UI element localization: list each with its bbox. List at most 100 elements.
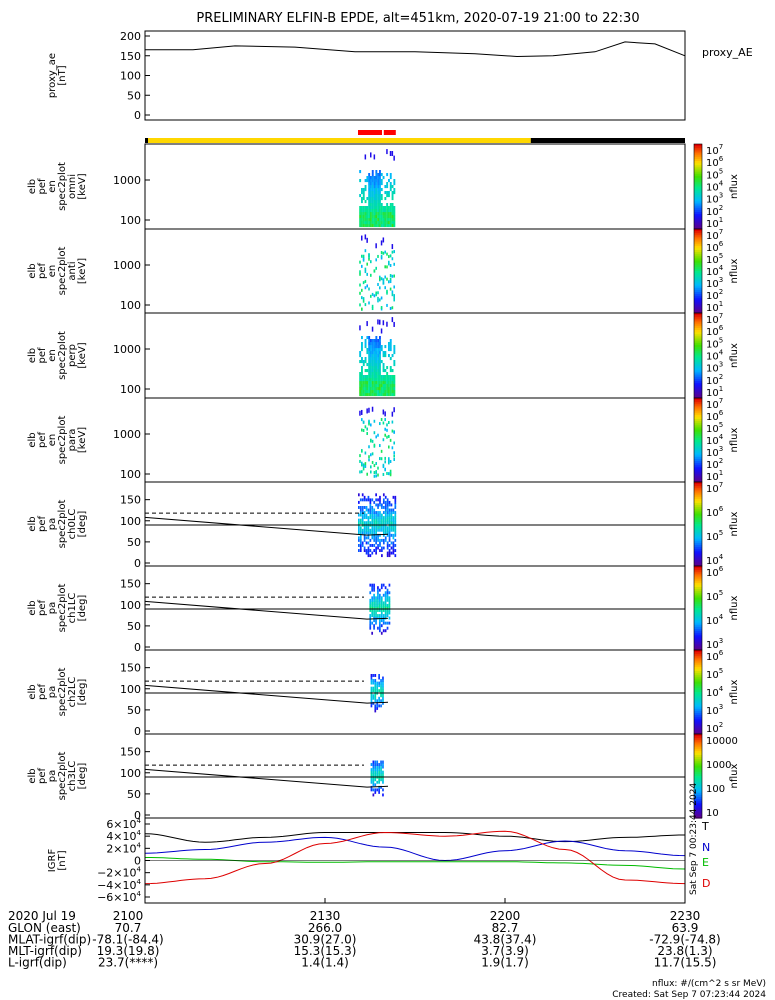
pa-cell (367, 541, 370, 545)
spec-cell (386, 194, 389, 198)
spec-cell (366, 348, 369, 352)
spec-cell (388, 218, 390, 222)
spec-cell (388, 387, 390, 391)
pa-cell (382, 681, 384, 685)
colorbar-cell (694, 195, 702, 198)
colorbar-cell (694, 492, 702, 496)
pa-cell (367, 518, 370, 522)
colorbar-cell (694, 763, 702, 767)
spec-cell (364, 209, 367, 213)
colorbar-cell (694, 264, 702, 268)
pa-cell (373, 586, 375, 590)
pa-cell (382, 606, 385, 610)
pa-cell (394, 549, 397, 552)
pa-cell (369, 619, 372, 623)
spec-cell (386, 384, 389, 388)
pa-cell (380, 785, 382, 789)
pa-cell (386, 603, 389, 607)
spec-cell (382, 278, 385, 282)
pa-cell (373, 609, 375, 612)
spec-cell (371, 378, 374, 382)
pa-cell (367, 528, 370, 532)
pa-cell (374, 681, 377, 685)
colorbar-cell (694, 710, 702, 714)
pa-cell (384, 495, 387, 499)
colorbar-cell (694, 408, 702, 412)
spec-cell (377, 319, 379, 325)
pa-cell (359, 544, 362, 547)
spec-cell (377, 291, 379, 295)
spec-cell (379, 286, 381, 290)
spec-cell (370, 345, 372, 349)
spec-cell (379, 354, 381, 358)
colorbar-cell (694, 252, 702, 255)
colorbar-cell (694, 687, 702, 691)
pa-cell (370, 778, 373, 782)
spec-cell (371, 176, 374, 180)
spec-cell (373, 360, 376, 364)
pa-cell (376, 768, 379, 772)
pa-cell (359, 506, 362, 509)
pa-cell (369, 503, 372, 507)
pa-cell (369, 544, 372, 547)
colorbar-cell (694, 402, 702, 405)
spec-cell (375, 293, 377, 297)
colorbar-cell (694, 429, 702, 433)
ylabel-line: elb (27, 516, 38, 531)
spec-cell (359, 270, 361, 274)
spec-cell (389, 357, 392, 361)
colorbar-cell (694, 660, 702, 664)
spec-cell (393, 454, 395, 458)
colorbar-tick-label: 103 (706, 276, 723, 290)
pa-cell (374, 686, 377, 690)
en_anti-spectrogram (359, 234, 395, 311)
spec-cell (379, 357, 381, 361)
spec-cell (386, 209, 389, 213)
pa-cell (380, 778, 382, 782)
spec-cell (384, 427, 386, 431)
spec-cell (361, 342, 363, 346)
spec-cell (373, 179, 376, 183)
pa-cell (384, 609, 387, 612)
footer-row-label: MLAT-igrf(dip) (8, 933, 91, 947)
spec-cell (386, 393, 389, 397)
spec-cell (368, 455, 370, 459)
pa-cell (392, 518, 395, 522)
spec-cell (361, 345, 363, 349)
spec-cell (380, 256, 383, 260)
spec-cell (362, 297, 365, 301)
spec-cell (368, 221, 371, 225)
spec-cell (384, 468, 386, 472)
pa-cell (375, 526, 377, 530)
spec-cell (377, 369, 380, 373)
spec-cell (386, 375, 389, 379)
spec-cell (361, 221, 363, 225)
pa-cell (381, 549, 383, 552)
pa-cell (375, 596, 377, 600)
spec-cell (377, 381, 380, 385)
pa-cell (375, 511, 377, 514)
pa-cell (388, 611, 391, 615)
spec-cell (380, 375, 383, 379)
colorbar-cell (694, 433, 702, 437)
spec-cell (359, 206, 362, 210)
colorbar-cell (694, 368, 702, 371)
pa-cell (382, 629, 385, 633)
spec-cell (393, 351, 396, 355)
spec-cell (379, 182, 381, 186)
colorbar-tick-label: 106 (706, 324, 724, 338)
spec-cell (371, 460, 374, 464)
pa-cell (371, 518, 374, 522)
colorbar-cell (694, 652, 702, 655)
spec-cell (375, 224, 378, 228)
spec-cell (386, 185, 389, 189)
ylabel-line: [deg] (77, 511, 88, 538)
colorbar-cell (694, 332, 702, 335)
spec-cell (391, 206, 394, 210)
spec-cell (388, 345, 390, 349)
ylabel-line: en (47, 265, 58, 278)
colorbar-cell (694, 435, 702, 439)
pa-cell (376, 686, 379, 690)
colorbar-cell (694, 488, 702, 491)
